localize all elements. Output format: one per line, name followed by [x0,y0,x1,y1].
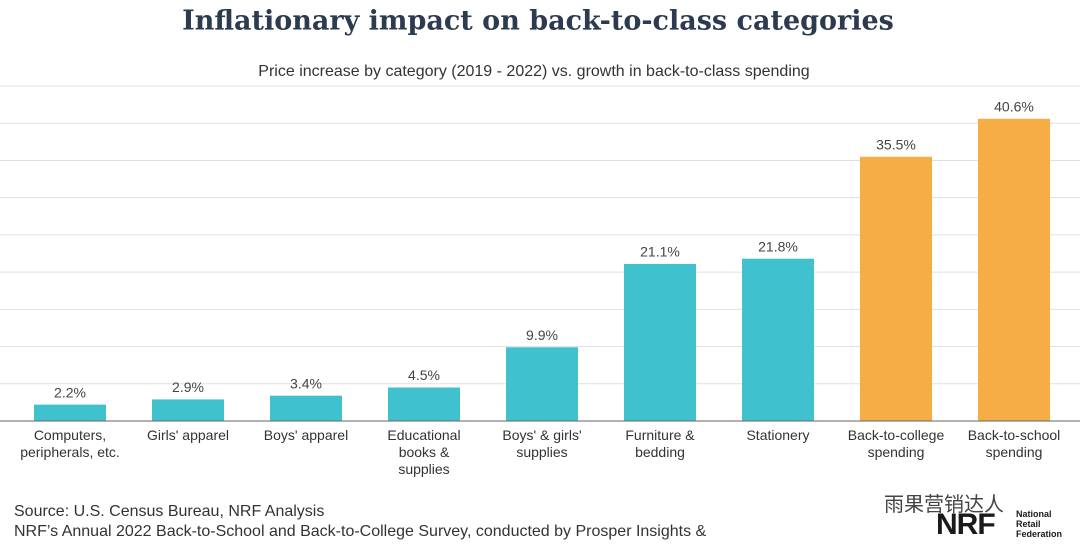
chart-subtitle: Price increase by category (2019 - 2022)… [258,63,809,80]
x-tick-label: Back-to-school spending [967,427,1061,460]
value-label: 35.5% [876,136,916,152]
bar [860,156,932,421]
logo-subtitle: National Retail Federation [1016,509,1063,539]
x-tick-label: Computers, peripherals, etc. [20,427,120,460]
bar [506,347,578,421]
bar [152,399,224,421]
source: Source: U.S. Census Bureau, NRF Analysis [14,503,325,520]
value-label: 21.8% [758,238,798,254]
value-label: 9.9% [526,327,558,343]
bar [978,118,1050,421]
bar [624,263,696,421]
value-label: 2.2% [54,384,86,400]
bar [270,395,342,421]
x-tick-label: Boys' apparel [263,427,349,443]
source: NRF’s Annual 2022 Back-to-School and Bac… [14,523,707,540]
x-tick-label: Stationery [746,427,810,443]
chart-title: Inflationary impact on back-to-class cat… [182,6,894,37]
x-tick-label: Boys' & girls' supplies [502,427,582,460]
bar [742,258,814,421]
x-tick-label: Furniture & bedding [625,427,695,460]
watermark: 雨果营销达人 [884,494,1004,516]
value-label: 3.4% [290,375,322,391]
x-tick-label: Girls' apparel [146,427,230,443]
x-tick-label: Back-to-college spending [847,427,945,460]
logo: NRF [936,508,996,541]
bar [388,387,460,421]
x-tick-label: Educational books & supplies [387,427,461,477]
value-label: 2.9% [172,379,204,395]
value-label: 40.6% [994,98,1034,114]
value-label: 21.1% [640,244,680,260]
value-label: 4.5% [408,367,440,383]
bar [34,404,106,421]
